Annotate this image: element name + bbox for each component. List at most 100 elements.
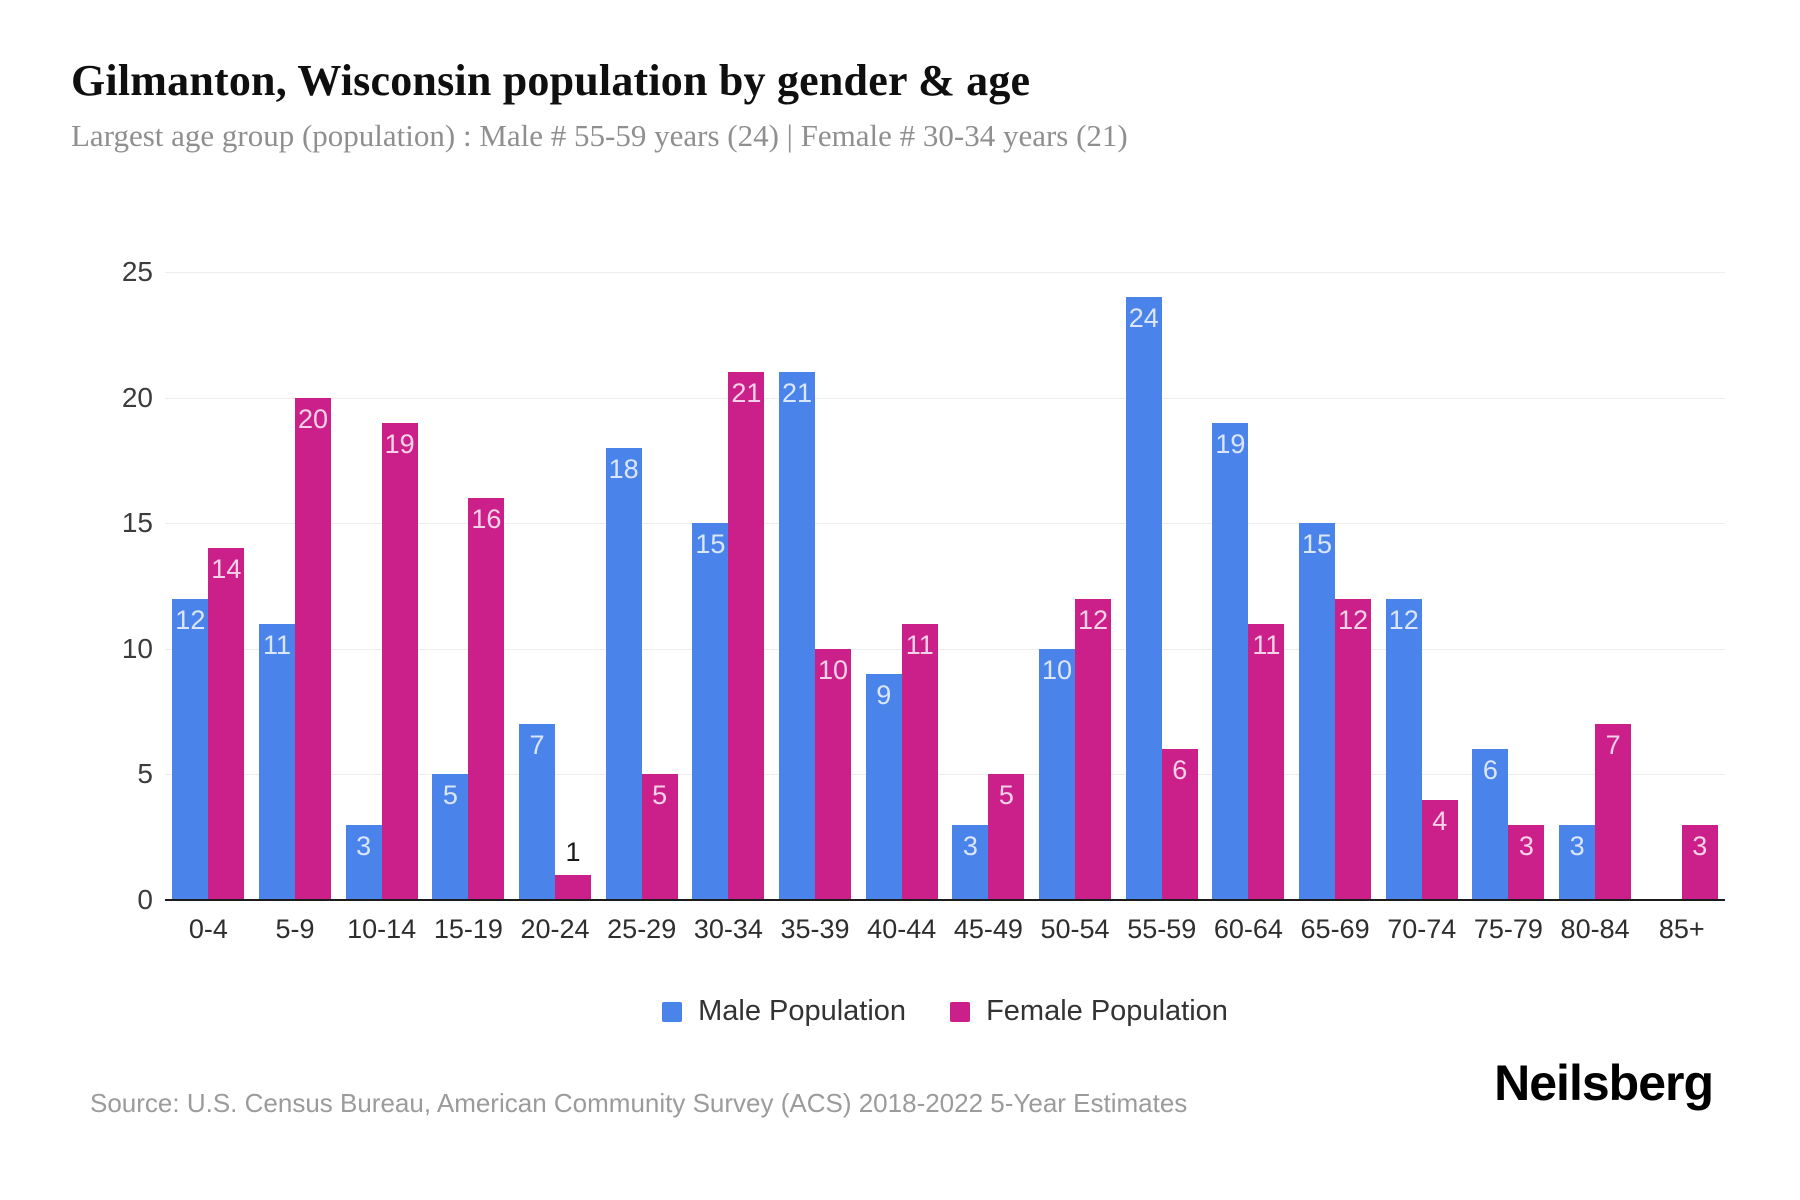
- bar-value-male-55-59: 24: [1128, 303, 1159, 334]
- y-tick-label-0: 0: [137, 884, 153, 915]
- bar-female-10-14[interactable]: 19: [381, 422, 418, 900]
- bar-female-40-44[interactable]: 11: [901, 623, 938, 900]
- legend-label-male: Male Population: [698, 995, 907, 1027]
- bar-group-50-54: 10 12: [1032, 272, 1119, 900]
- bar-female-25-29[interactable]: 5: [641, 774, 678, 900]
- bar-value-female-25-29: 5: [652, 780, 668, 811]
- x-tick-label-45-49: 45-49: [953, 914, 1023, 944]
- source-attribution: Source: U.S. Census Bureau, American Com…: [90, 1088, 1188, 1118]
- x-axis-line: [165, 899, 1725, 901]
- bar-value-male-45-49: 3: [962, 830, 978, 861]
- bar-value-female-15-19: 16: [471, 504, 502, 535]
- bar-female-75-79[interactable]: 3: [1508, 824, 1545, 900]
- bar-female-65-69[interactable]: 12: [1335, 598, 1372, 900]
- bar-value-male-75-79: 6: [1482, 755, 1498, 786]
- bar-value-male-15-19: 5: [442, 780, 458, 811]
- bar-value-male-80-84: 3: [1569, 830, 1585, 861]
- bar-male-75-79[interactable]: 6: [1472, 749, 1509, 900]
- bar-male-30-34[interactable]: 15: [692, 523, 729, 900]
- bar-female-55-59[interactable]: 6: [1161, 749, 1198, 900]
- x-tick-label-75-79: 75-79: [1473, 914, 1543, 944]
- bar-value-male-25-29: 18: [608, 453, 639, 484]
- bar-male-5-9[interactable]: 11: [259, 623, 295, 900]
- bar-value-female-50-54: 12: [1078, 604, 1109, 635]
- bar-male-50-54[interactable]: 10: [1039, 648, 1076, 900]
- bar-male-40-44[interactable]: 9: [865, 673, 902, 900]
- bar-value-male-30-34: 15: [695, 529, 726, 560]
- bar-female-45-49[interactable]: 5: [988, 774, 1025, 900]
- bar-female-20-24[interactable]: 1: [555, 837, 592, 900]
- bar-female-0-4[interactable]: 14: [208, 548, 245, 900]
- bar-male-45-49[interactable]: 3: [952, 824, 989, 900]
- bar-value-male-35-39: 21: [782, 378, 813, 409]
- bar-male-35-39[interactable]: 21: [779, 372, 816, 900]
- bar-group-25-29: 18 5: [598, 272, 685, 900]
- bar-group-40-44: 9 11: [858, 272, 945, 900]
- bar-value-male-50-54: 10: [1042, 654, 1073, 685]
- bar-male-60-64[interactable]: 19: [1212, 422, 1249, 900]
- bar-group-60-64: 19 11: [1205, 272, 1292, 900]
- bar-female-70-74[interactable]: 4: [1421, 799, 1458, 900]
- x-tick-label-25-29: 25-29: [607, 914, 677, 944]
- bar-female-85+[interactable]: 3: [1681, 824, 1718, 900]
- bar-value-female-20-24: 1: [565, 836, 581, 867]
- brand-logo: Neilsberg: [1494, 1055, 1714, 1111]
- y-tick-label-25: 25: [121, 256, 153, 287]
- legend-item-male[interactable]: Male Population: [662, 995, 906, 1028]
- bar-male-10-14[interactable]: 3: [345, 824, 382, 900]
- bar-female-15-19[interactable]: 16: [468, 498, 505, 900]
- bar-group-10-14: 3 19: [338, 272, 425, 900]
- bar-value-female-35-39: 10: [818, 654, 849, 685]
- gridline-5: [165, 774, 1725, 776]
- x-tick-label-50-54: 50-54: [1040, 914, 1110, 944]
- bar-female-50-54[interactable]: 12: [1075, 598, 1112, 900]
- gridline-25: [165, 272, 1725, 273]
- y-tick-label-15: 15: [121, 507, 153, 539]
- x-tick-label-15-19: 15-19: [433, 914, 503, 944]
- bar-group-55-59: 24 6: [1118, 272, 1205, 900]
- x-tick-label-40-44: 40-44: [867, 914, 937, 944]
- x-tick-label-85+: 85+: [1658, 914, 1705, 944]
- bar-female-35-39[interactable]: 10: [815, 648, 852, 900]
- y-tick-label-20: 20: [121, 381, 153, 413]
- bar-value-female-40-44: 11: [905, 629, 934, 660]
- bar-group-0-4: 12 14: [165, 272, 252, 900]
- bar-value-male-70-74: 12: [1388, 604, 1419, 635]
- bar-female-30-34[interactable]: 21: [728, 372, 765, 900]
- bar-value-female-55-59: 6: [1172, 755, 1188, 786]
- bar-group-30-34: 15 21: [685, 272, 772, 900]
- y-tick-label-10: 10: [121, 632, 153, 664]
- gridline-10: [165, 648, 1725, 650]
- bar-female-60-64[interactable]: 11: [1248, 623, 1285, 900]
- bar-value-female-0-4: 14: [211, 554, 242, 585]
- x-tick-label-0-4: 0-4: [188, 914, 228, 944]
- x-tick-label-55-59: 55-59: [1127, 914, 1197, 944]
- gridline-15: [165, 523, 1725, 525]
- bar-male-70-74[interactable]: 12: [1385, 598, 1422, 900]
- bar-female-80-84[interactable]: 7: [1595, 724, 1632, 900]
- bar-value-male-60-64: 19: [1215, 428, 1246, 459]
- bar-male-25-29[interactable]: 18: [605, 447, 642, 900]
- x-axis: 0-4 5-9 10-14 15-19 20-24 25-29 30-34 35-39 40-4…: [165, 914, 1725, 945]
- female-series-swatch-icon: [950, 1001, 971, 1022]
- bar-male-80-84[interactable]: 3: [1559, 824, 1596, 900]
- y-tick-label-5: 5: [137, 758, 153, 790]
- bar-value-male-0-4: 12: [175, 604, 206, 635]
- x-tick-label-5-9: 5-9: [275, 914, 315, 944]
- x-tick-label-80-84: 80-84: [1560, 914, 1630, 944]
- bar-male-20-24[interactable]: 7: [519, 724, 556, 900]
- bar-value-female-75-79: 3: [1518, 830, 1534, 861]
- bar-group-35-39: 21 10: [772, 272, 859, 900]
- bar-group-70-74: 12 4: [1378, 272, 1465, 900]
- bar-female-5-9[interactable]: 20: [295, 397, 331, 900]
- legend-item-female[interactable]: Female Population: [950, 995, 1228, 1028]
- bar-male-65-69[interactable]: 15: [1299, 523, 1336, 900]
- bar-male-55-59[interactable]: 24: [1125, 297, 1162, 900]
- bar-male-15-19[interactable]: 5: [432, 774, 469, 900]
- chart-subtitle: Largest age group (population) : Male # …: [71, 118, 1128, 153]
- bar-male-0-4[interactable]: 12: [172, 598, 209, 900]
- x-tick-label-20-24: 20-24: [520, 914, 590, 944]
